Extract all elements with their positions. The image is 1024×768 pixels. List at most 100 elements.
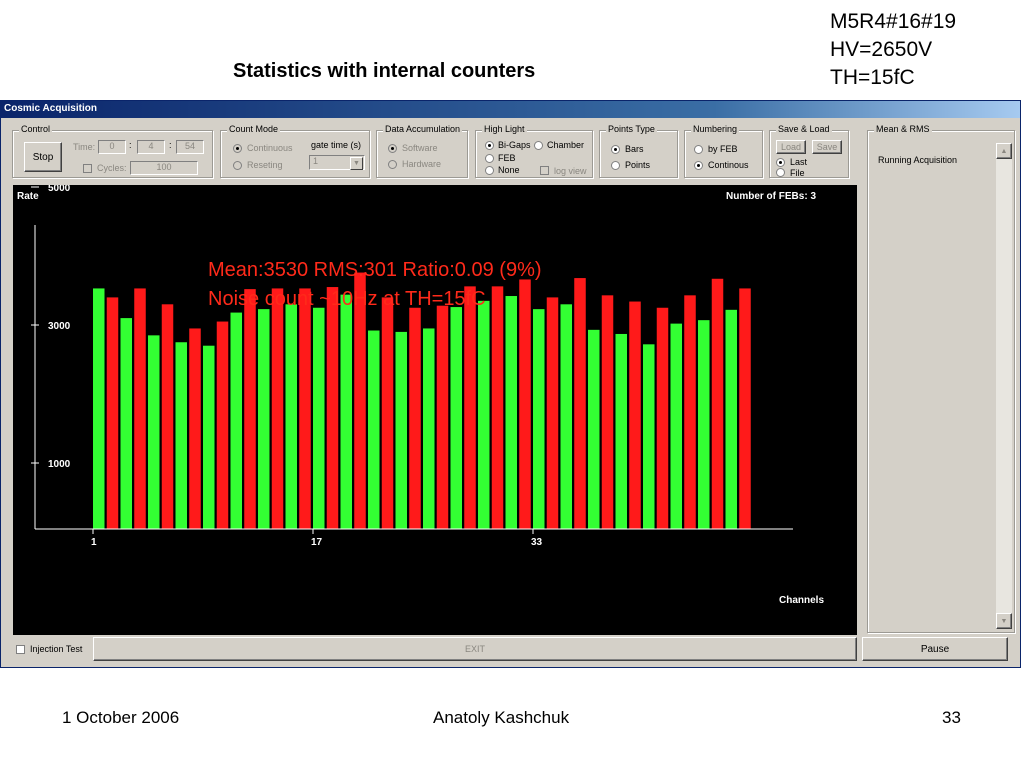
x-tick-label: 17 (311, 537, 323, 548)
bar (450, 307, 462, 529)
hardware-radio[interactable] (388, 160, 397, 169)
stop-button[interactable]: Stop (24, 142, 62, 172)
bigaps-label: Bi-Gaps (498, 140, 531, 150)
cycles-field[interactable]: 100 (130, 161, 198, 175)
time-label: Time: (73, 142, 96, 152)
continous-radio[interactable] (694, 161, 703, 170)
by-feb-radio[interactable] (694, 145, 703, 154)
count-mode-label: Count Mode (227, 124, 281, 134)
footer-date: 1 October 2006 (62, 708, 180, 727)
x-axis-label: Channels (779, 595, 825, 606)
bar (271, 288, 284, 529)
reseting-radio[interactable] (233, 161, 242, 170)
reseting-label: Reseting (247, 160, 283, 170)
bars-label: Bars (625, 144, 644, 154)
load-button[interactable]: Load (776, 140, 806, 154)
control-group: Control Stop Time: 0 : 4 : 54 Cycles: 10… (12, 124, 213, 178)
none-label: None (498, 165, 520, 175)
bars-radio[interactable] (611, 145, 620, 154)
bar (326, 287, 339, 529)
run-threshold: TH=15fC (830, 66, 915, 89)
bar (354, 272, 366, 529)
log-view-checkbox[interactable] (540, 166, 549, 175)
bar (629, 301, 641, 529)
pause-button[interactable]: Pause (862, 637, 1008, 661)
bar (120, 318, 132, 529)
bar (615, 333, 627, 529)
bar (533, 309, 545, 529)
last-radio[interactable] (776, 158, 785, 167)
bar (368, 330, 380, 529)
file-radio[interactable] (776, 168, 785, 177)
window-title: Cosmic Acquisition (4, 103, 97, 114)
mean-rms-scrollbar[interactable]: ▲ ▼ (996, 143, 1012, 629)
gate-time-select[interactable]: 1 ▼ (309, 155, 365, 170)
x-tick-label: 33 (531, 537, 543, 548)
bigaps-radio[interactable] (485, 141, 494, 150)
high-light-group: High Light Bi-Gaps Chamber FEB None log … (475, 124, 593, 178)
bar (189, 328, 201, 529)
exit-button[interactable]: EXIT (93, 637, 857, 661)
bar (423, 328, 435, 529)
last-label: Last (790, 157, 808, 167)
bar (258, 309, 270, 529)
slide-title: Statistics with internal counters (233, 60, 536, 82)
save-load-label: Save & Load (776, 124, 832, 134)
bar (395, 331, 407, 529)
bar (285, 304, 297, 529)
by-feb-label: by FEB (708, 144, 738, 154)
chamber-radio[interactable] (534, 141, 543, 150)
none-radio[interactable] (485, 166, 494, 175)
bar (161, 304, 174, 529)
bar (175, 342, 187, 529)
data-accumulation-label: Data Accumulation (383, 124, 463, 134)
y-tick-label: 1000 (48, 459, 71, 470)
points-radio[interactable] (611, 161, 620, 170)
numbering-label: Numbering (691, 124, 740, 134)
bar (216, 321, 229, 529)
bar (519, 279, 531, 529)
feb-radio[interactable] (485, 154, 494, 163)
y-tick-label: 3000 (48, 321, 71, 332)
scroll-up-icon[interactable]: ▲ (996, 143, 1012, 159)
bar (230, 312, 242, 529)
cycles-label: Cycles: (97, 163, 127, 173)
bar (478, 300, 490, 529)
points-type-label: Points Type (606, 124, 657, 134)
bar (698, 320, 710, 529)
rate-chart: 1000 3000 5000 1 17 33 (31, 185, 793, 548)
time-hours-field[interactable]: 0 (98, 140, 126, 154)
software-radio[interactable] (388, 144, 397, 153)
scroll-down-icon[interactable]: ▼ (996, 613, 1012, 629)
y-axis-label: Rate (17, 191, 39, 202)
injection-test-label: Injection Test (30, 644, 83, 654)
bar (436, 305, 449, 529)
cycles-checkbox[interactable] (83, 164, 92, 173)
bar (93, 288, 105, 529)
bar (739, 288, 751, 529)
high-light-label: High Light (482, 124, 527, 134)
bar (643, 344, 655, 529)
continuous-radio[interactable] (233, 144, 242, 153)
file-label: File (790, 168, 805, 178)
rate-plot: 1000 3000 5000 1 17 33 Rate Number of FEBs: 3… (13, 185, 857, 635)
noise-annotation: Noise count ~10Hz at TH=15fC (208, 288, 486, 310)
footer-author: Anatoly Kashchuk (433, 708, 570, 727)
bar (588, 329, 600, 529)
bar (505, 296, 517, 529)
continuous-label: Continuous (247, 143, 293, 153)
run-hv: HV=2650V (830, 38, 933, 61)
injection-test-checkbox[interactable] (16, 645, 25, 654)
run-id: M5R4#16#19 (830, 10, 957, 33)
time-minutes-field[interactable]: 4 (137, 140, 165, 154)
save-button[interactable]: Save (812, 140, 842, 154)
bar (656, 307, 669, 529)
window-titlebar[interactable]: Cosmic Acquisition (1, 101, 1020, 118)
gate-time-label: gate time (s) (311, 140, 362, 150)
page-number: 33 (942, 708, 961, 727)
points-type-group: Points Type Bars Points (599, 124, 678, 178)
bar (491, 286, 504, 529)
time-seconds-field[interactable]: 54 (176, 140, 204, 154)
y-tick-label: 5000 (48, 185, 71, 194)
save-load-group: Save & Load Load Save Last File (769, 124, 849, 178)
